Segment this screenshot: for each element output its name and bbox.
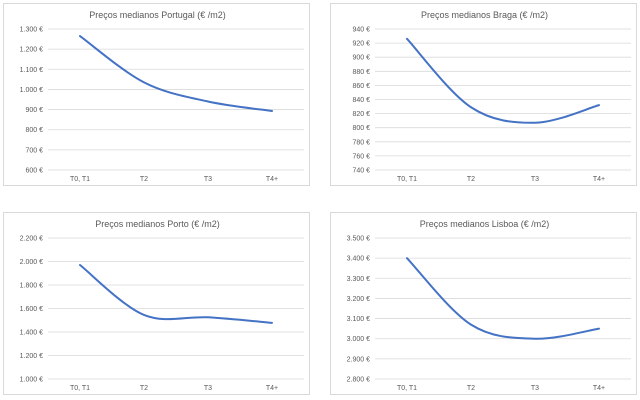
y-tick-label: 840 € — [352, 97, 370, 104]
y-tick-label: 920 € — [352, 41, 370, 48]
x-tick-label: T3 — [204, 385, 212, 392]
x-tick-label: T3 — [531, 385, 539, 392]
series-line — [406, 257, 600, 340]
chart-portugal: Preços medianos Portugal (€ /m2) 600 € 70… — [3, 3, 310, 186]
series-line — [79, 35, 273, 112]
y-tick-label: 2.800 € — [347, 377, 370, 384]
y-tick-label: 600 € — [25, 168, 43, 175]
y-tick-label: 860 € — [352, 83, 370, 90]
y-tick-label: 2.200 € — [20, 236, 43, 243]
y-tick-label: 3.100 € — [347, 316, 370, 323]
chart-porto: Preços medianos Porto (€ /m2) 1.000 € 1.2… — [3, 212, 310, 395]
chart-braga-svg: Preços medianos Braga (€ /m2) 740 € 760 €… — [352, 10, 631, 183]
x-tick-label: T0, T1 — [70, 176, 90, 183]
y-tick-label: 900 € — [25, 107, 43, 114]
chart-title: Preços medianos Braga (€ /m2) — [421, 10, 548, 20]
x-tick-label: T3 — [531, 176, 539, 183]
x-tick-label: T0, T1 — [397, 385, 417, 392]
y-tick-label: 700 € — [25, 147, 43, 154]
series-line — [406, 37, 600, 124]
x-tick-label: T0, T1 — [397, 176, 417, 183]
y-tick-label: 2.900 € — [347, 356, 370, 363]
x-tick-label: T4+ — [593, 176, 605, 183]
y-tick-label: 3.400 € — [347, 256, 370, 263]
series-line — [79, 264, 273, 324]
x-tick-label: T2 — [467, 385, 475, 392]
x-tick-label: T0, T1 — [70, 385, 90, 392]
y-tick-label: 1.000 € — [20, 87, 43, 94]
chart-title: Preços medianos Portugal (€ /m2) — [89, 10, 226, 20]
y-tick-label: 3.200 € — [347, 296, 370, 303]
chart-lisboa-svg: Preços medianos Lisboa (€ /m2) 2.800 € 2.… — [347, 219, 631, 392]
chart-portugal-svg: Preços medianos Portugal (€ /m2) 600 € 70… — [20, 10, 304, 183]
y-tick-label: 780 € — [352, 139, 370, 146]
y-tick-label: 940 € — [352, 27, 370, 34]
y-tick-label: 800 € — [352, 125, 370, 132]
chart-braga: Preços medianos Braga (€ /m2) 740 € 760 €… — [330, 3, 637, 186]
y-tick-label: 1.000 € — [20, 377, 43, 384]
y-tick-label: 1.200 € — [20, 353, 43, 360]
x-tick-label: T2 — [467, 176, 475, 183]
y-tick-label: 800 € — [25, 127, 43, 134]
y-tick-label: 740 € — [352, 168, 370, 175]
y-tick-label: 3.000 € — [347, 336, 370, 343]
y-tick-label: 1.200 € — [20, 47, 43, 54]
y-tick-label: 1.100 € — [20, 67, 43, 74]
x-tick-label: T2 — [140, 176, 148, 183]
y-tick-label: 1.400 € — [20, 330, 43, 337]
y-tick-label: 760 € — [352, 153, 370, 160]
x-tick-label: T4+ — [593, 385, 605, 392]
y-tick-label: 880 € — [352, 69, 370, 76]
x-tick-label: T4+ — [266, 385, 278, 392]
y-tick-label: 1.800 € — [20, 283, 43, 290]
y-tick-label: 3.300 € — [347, 276, 370, 283]
y-tick-label: 900 € — [352, 55, 370, 62]
x-tick-label: T4+ — [266, 176, 278, 183]
y-tick-label: 1.600 € — [20, 306, 43, 313]
x-tick-label: T2 — [140, 385, 148, 392]
chart-porto-svg: Preços medianos Porto (€ /m2) 1.000 € 1.2… — [20, 219, 304, 392]
y-tick-label: 1.300 € — [20, 27, 43, 34]
y-tick-label: 2.000 € — [20, 259, 43, 266]
x-tick-label: T3 — [204, 176, 212, 183]
chart-lisboa: Preços medianos Lisboa (€ /m2) 2.800 € 2.… — [330, 212, 637, 395]
y-tick-label: 3.500 € — [347, 236, 370, 243]
y-tick-label: 820 € — [352, 111, 370, 118]
chart-title: Preços medianos Lisboa (€ /m2) — [420, 219, 550, 229]
chart-title: Preços medianos Porto (€ /m2) — [95, 219, 220, 229]
